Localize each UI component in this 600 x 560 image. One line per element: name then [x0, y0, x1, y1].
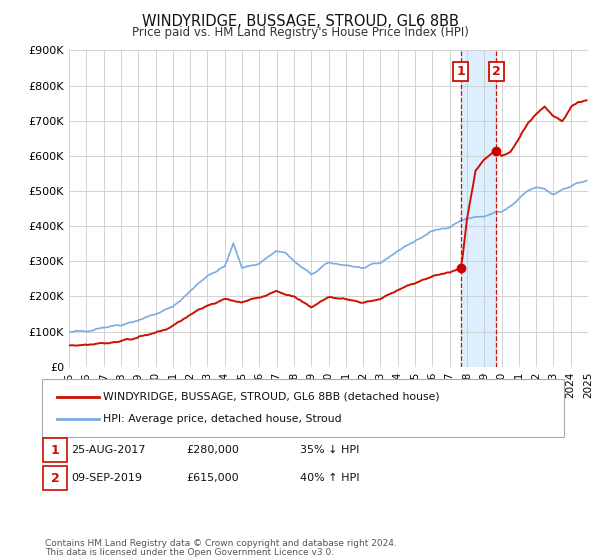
Text: WINDYRIDGE, BUSSAGE, STROUD, GL6 8BB (detached house): WINDYRIDGE, BUSSAGE, STROUD, GL6 8BB (de… — [103, 391, 440, 402]
Text: HPI: Average price, detached house, Stroud: HPI: Average price, detached house, Stro… — [103, 414, 342, 424]
Text: Price paid vs. HM Land Registry's House Price Index (HPI): Price paid vs. HM Land Registry's House … — [131, 26, 469, 39]
Text: 1: 1 — [457, 65, 465, 78]
Bar — [461, 50, 496, 367]
Text: WINDYRIDGE, BUSSAGE, STROUD, GL6 8BB: WINDYRIDGE, BUSSAGE, STROUD, GL6 8BB — [142, 14, 458, 29]
Text: 09-SEP-2019: 09-SEP-2019 — [71, 473, 142, 483]
Text: £615,000: £615,000 — [186, 473, 239, 483]
Text: This data is licensed under the Open Government Licence v3.0.: This data is licensed under the Open Gov… — [45, 548, 334, 557]
Text: 1: 1 — [51, 444, 59, 456]
Text: Contains HM Land Registry data © Crown copyright and database right 2024.: Contains HM Land Registry data © Crown c… — [45, 539, 397, 548]
Text: 40% ↑ HPI: 40% ↑ HPI — [300, 473, 359, 483]
Text: £280,000: £280,000 — [186, 445, 239, 455]
Text: 25-AUG-2017: 25-AUG-2017 — [71, 445, 145, 455]
Text: 35% ↓ HPI: 35% ↓ HPI — [300, 445, 359, 455]
Text: 2: 2 — [51, 472, 59, 485]
Text: 2: 2 — [492, 65, 500, 78]
